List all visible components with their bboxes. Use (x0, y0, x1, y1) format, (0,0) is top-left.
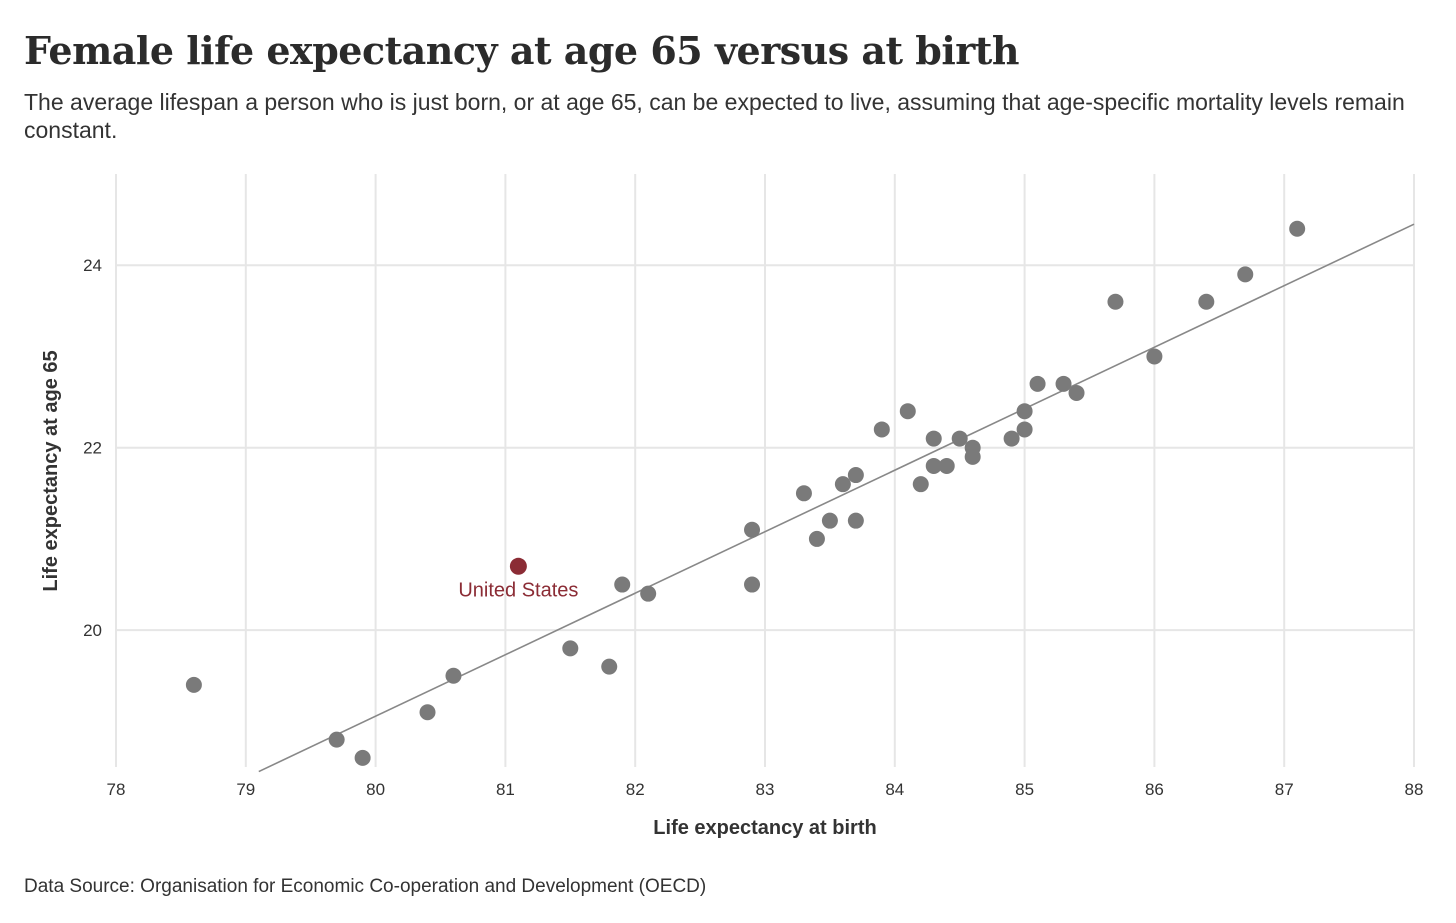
data-point (419, 704, 436, 721)
x-tick-label: 79 (236, 780, 255, 799)
x-tick-label: 87 (1275, 780, 1294, 799)
highlight-group: United States (458, 557, 578, 601)
data-point (938, 457, 955, 474)
data-point (873, 421, 890, 438)
x-axis-title: Life expectancy at birth (653, 817, 876, 839)
x-tick-label: 88 (1405, 780, 1424, 799)
data-point (601, 658, 618, 675)
data-point (744, 576, 761, 593)
data-point (354, 749, 371, 766)
data-point (1016, 403, 1033, 420)
data-point (964, 448, 981, 465)
x-tick-label: 85 (1015, 780, 1034, 799)
data-point (808, 530, 825, 547)
data-point (1289, 220, 1306, 237)
data-point (925, 457, 942, 474)
data-points (185, 220, 1306, 766)
data-point (834, 476, 851, 493)
y-tick-label: 24 (83, 256, 102, 275)
data-point (1068, 384, 1085, 401)
data-point (847, 512, 864, 529)
data-point (899, 403, 916, 420)
data-point (1107, 293, 1124, 310)
data-point (614, 576, 631, 593)
trendline-group (258, 223, 1415, 773)
trendline (258, 223, 1415, 773)
data-point (912, 476, 929, 493)
data-point (1029, 375, 1046, 392)
data-point (1146, 348, 1163, 365)
x-tick-label: 80 (366, 780, 385, 799)
x-tick-label: 78 (107, 780, 126, 799)
data-point (1016, 421, 1033, 438)
data-point (1055, 375, 1072, 392)
x-tick-label: 81 (496, 780, 515, 799)
x-axis-ticks: 78 79 80 81 82 83 84 85 86 87 88 (107, 780, 1424, 799)
data-point (185, 676, 202, 693)
y-tick-label: 22 (83, 439, 102, 458)
data-point (951, 430, 968, 447)
x-tick-label: 83 (756, 780, 775, 799)
highlight-point (509, 557, 527, 575)
x-tick-label: 84 (885, 780, 904, 799)
x-tick-label: 86 (1145, 780, 1164, 799)
data-point (1003, 430, 1020, 447)
grid-lines (115, 174, 1415, 767)
data-point (1198, 293, 1215, 310)
data-point (640, 585, 657, 602)
data-point (328, 731, 345, 748)
data-point (847, 467, 864, 484)
data-point (795, 485, 812, 502)
highlight-label: United States (458, 579, 578, 601)
y-axis-ticks: 20 22 24 (83, 256, 102, 640)
chart-title: Female life expectancy at age 65 versus … (24, 28, 1020, 73)
data-point (925, 430, 942, 447)
data-source: Data Source: Organisation for Economic C… (24, 876, 707, 897)
x-tick-label: 82 (626, 780, 645, 799)
data-point (821, 512, 838, 529)
data-point (445, 667, 462, 684)
data-point (562, 640, 579, 657)
data-point (744, 521, 761, 538)
y-tick-label: 20 (83, 621, 102, 640)
data-point (1237, 266, 1254, 283)
chart-subtitle: The average lifespan a person who is jus… (24, 89, 1405, 143)
y-axis-title: Life expectancy at age 65 (40, 350, 62, 591)
